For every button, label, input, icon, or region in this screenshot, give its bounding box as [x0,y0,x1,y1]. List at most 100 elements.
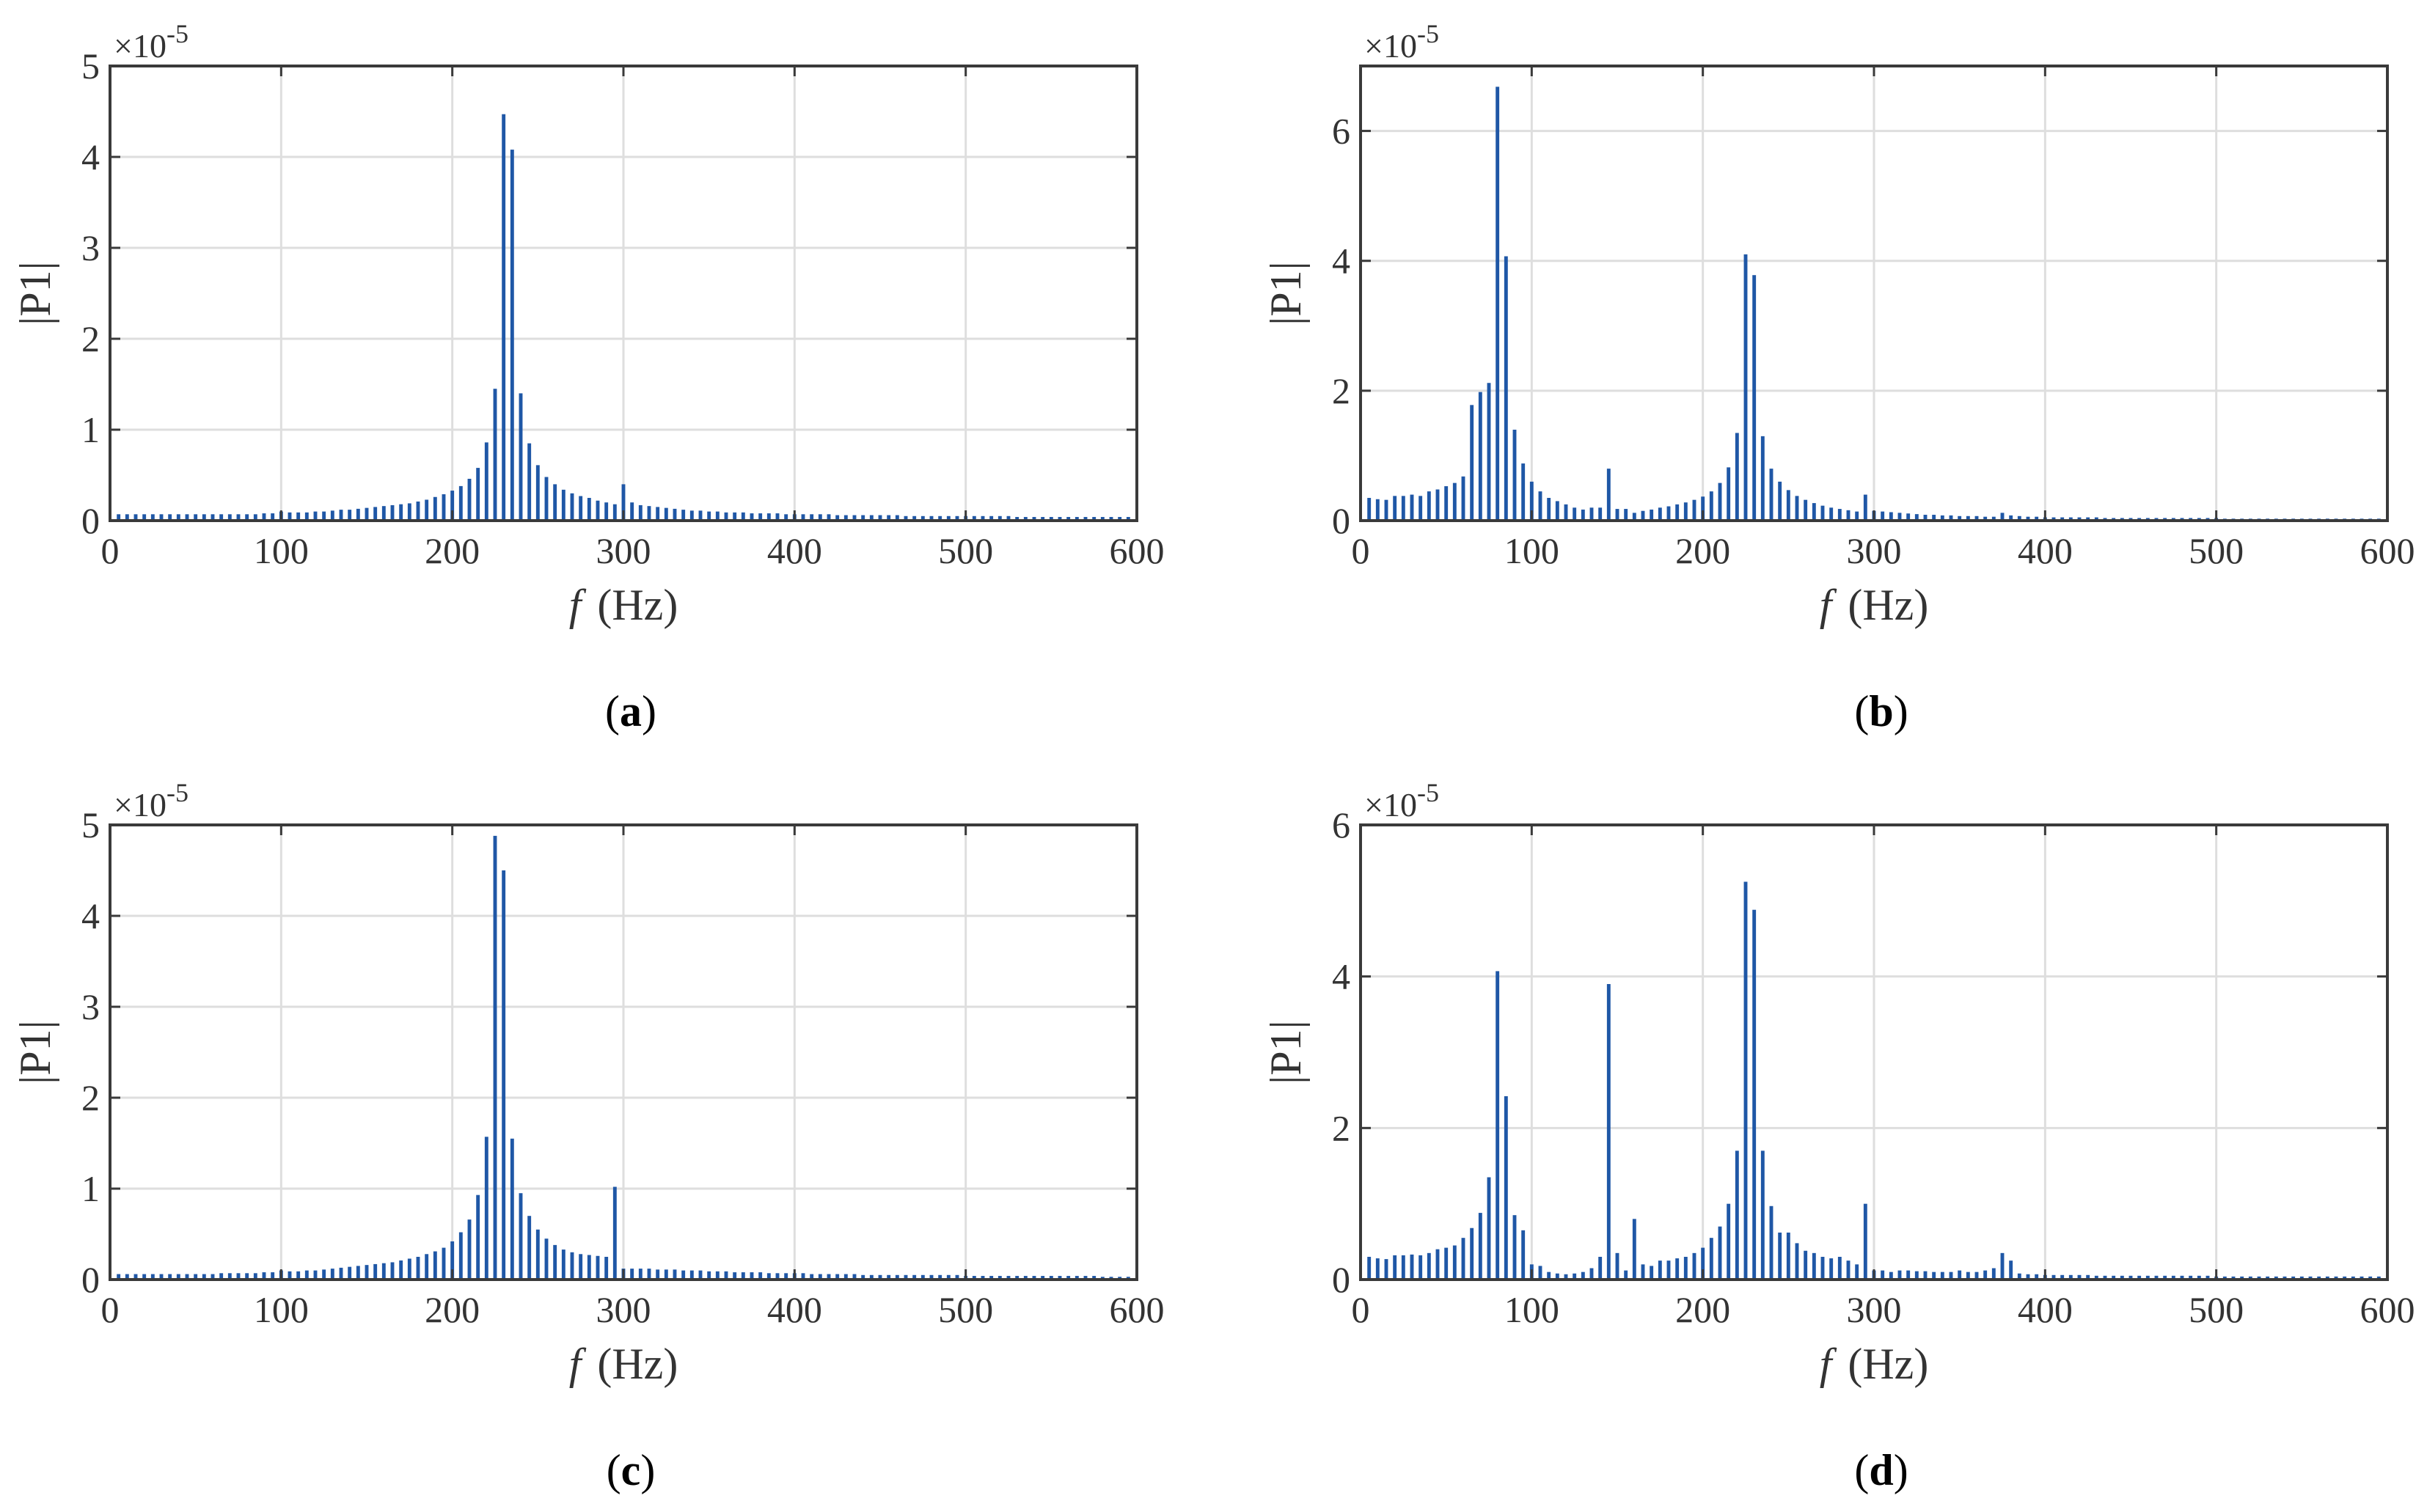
bar [2068,517,2073,521]
bar [1041,517,1045,521]
bar [681,510,686,521]
bar [313,511,318,521]
bar [758,1272,763,1280]
y-tick-label: 2 [1332,1107,1350,1148]
bar [227,514,232,521]
bar [904,515,908,521]
chart-panel-d: 0 100 200 300 400 500 600 0 2 4 6 ×10-5 f (Hz) |P1| (d) [1262,778,2415,1494]
bar [1393,496,1397,521]
bar [1058,1276,1062,1280]
bar [1829,1258,1834,1280]
bar [1615,1252,1619,1280]
x-tick-label: 200 [1675,530,1730,571]
y-exponent-label: ×10-5 [114,778,188,823]
bar [2308,1276,2313,1280]
bar [733,1272,737,1280]
bar [750,513,754,521]
bar [570,493,574,521]
bar [1032,1276,1036,1280]
y-exponent-label: ×10-5 [114,19,188,65]
bar [159,1274,164,1280]
bar [920,515,925,521]
x-axis-unit: (Hz) [1848,581,1928,629]
y-tick-label: 2 [81,1077,100,1118]
bar [2094,517,2098,521]
bar [425,1254,429,1280]
bar [1427,491,1431,521]
bar [869,515,874,521]
bar [442,1247,446,1280]
bar [997,1276,1002,1280]
bar [1949,515,1953,521]
bar [535,1229,540,1280]
bar [1496,971,1500,1280]
bar [2128,1275,2133,1280]
bar [245,514,249,521]
bar [142,1274,147,1280]
bar [2112,1275,2116,1280]
bar [2086,1274,2090,1280]
bar [484,442,488,521]
bar [1743,881,1748,1280]
bar [2257,1276,2261,1280]
bar [673,508,677,521]
bar [1632,513,1636,521]
bar [1940,1271,1944,1280]
bar [827,514,831,521]
bar [656,1269,660,1280]
bar [1092,1276,1097,1280]
bar [2231,1276,2236,1280]
bar [202,514,206,521]
bar [1752,275,1757,521]
bar [2000,513,2005,521]
bar [741,512,745,521]
x-tick-label: 100 [254,1289,309,1330]
bar [1675,504,1680,521]
bar [1461,1238,1465,1280]
y-tick-label: 6 [1332,111,1350,152]
bar [150,514,155,521]
sub-caption: (d) [1854,1446,1908,1494]
bar [981,515,985,521]
bar [296,1271,301,1280]
bar [544,1238,549,1280]
bar [852,1274,857,1280]
bar [253,1273,257,1280]
bar [2077,1274,2082,1280]
bar [1624,509,1628,521]
bar [2154,1275,2159,1280]
bar [544,477,549,521]
bar [1452,482,1457,521]
bar [707,1271,711,1280]
y-exponent-label: ×10-5 [1364,19,1439,65]
bar [219,514,224,521]
bar [955,1274,959,1280]
bar [715,511,720,521]
x-tick-label: 400 [2018,1289,2073,1330]
y-axis-label: |P1| [11,1020,59,1084]
bar [1889,1271,1893,1280]
x-tick-label: 400 [767,1289,822,1330]
bar [664,507,668,521]
bar [938,1274,942,1280]
bar [1444,1247,1449,1280]
bar [1478,1213,1482,1280]
bar [2094,1275,2098,1280]
bar [2266,1276,2270,1280]
chart-panel-c: 0 100 200 300 400 500 600 0 1 2 3 4 5 ×10-5 f (Hz) |P1| (… [11,778,1165,1494]
bar [1478,392,1482,521]
bar [519,393,523,521]
bar [1598,507,1603,521]
bar [416,1257,420,1280]
bar [724,1271,728,1280]
bar [399,504,403,521]
bar [168,514,172,521]
bar [1435,1249,1440,1280]
bar [442,494,446,521]
bar [784,514,788,521]
y-tick-label: 0 [1332,1259,1350,1300]
bar [1512,430,1517,521]
bar [1470,1227,1474,1280]
bar [1410,494,1414,521]
